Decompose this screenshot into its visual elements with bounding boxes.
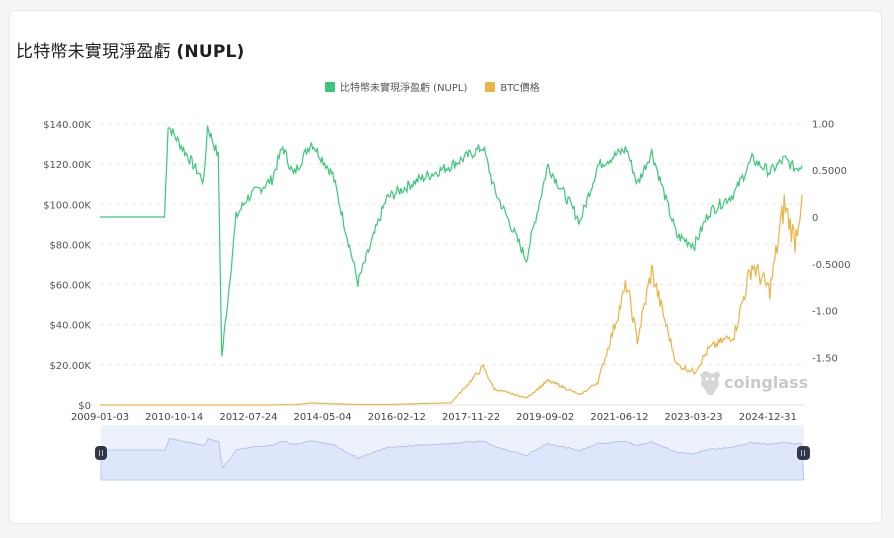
zoom-slider[interactable] bbox=[95, 425, 810, 481]
y-left-tick-label: $120.00K bbox=[43, 160, 91, 171]
x-tick-label: 2023-03-23 bbox=[665, 412, 723, 423]
zoom-right-handle[interactable] bbox=[797, 446, 810, 460]
grid-lines bbox=[100, 123, 805, 406]
legend-item-nupl[interactable]: 比特幣未實現淨盈虧 (NUPL) bbox=[325, 79, 467, 94]
legend-item-btc-price[interactable]: BTC價格 bbox=[485, 79, 540, 94]
zoom-slider-preview bbox=[100, 437, 805, 481]
legend-label-btc-price: BTC價格 bbox=[500, 83, 540, 94]
zoom-left-handle[interactable] bbox=[95, 446, 107, 460]
y-left-tick-label: $100.00K bbox=[43, 200, 91, 211]
y-right-tick-label: 0 bbox=[812, 213, 818, 224]
watermark: coinglass bbox=[700, 371, 808, 395]
chart-title: 比特幣未實現淨盈虧 (NUPL) bbox=[16, 37, 245, 62]
x-tick-label: 2010-10-14 bbox=[145, 412, 203, 423]
y-right-tick-label: -1.00 bbox=[812, 307, 838, 318]
x-tick-label: 2012-07-24 bbox=[219, 412, 277, 423]
x-tick-label: 2014-05-04 bbox=[294, 412, 352, 423]
chart-title-text: 比特幣未實現淨盈虧 bbox=[16, 42, 171, 62]
y-left-tick-label: $40.00K bbox=[49, 321, 91, 332]
y-right-tick-label: -1.50 bbox=[812, 353, 838, 364]
y-left-tick-label: $0 bbox=[78, 401, 91, 412]
chart-title-suffix: (NUPL) bbox=[176, 42, 245, 62]
x-tick-label: 2009-01-03 bbox=[71, 412, 129, 423]
x-tick-label: 2016-02-12 bbox=[368, 412, 426, 423]
x-tick-label: 2021-06-12 bbox=[590, 412, 648, 423]
x-axis: 2009-01-03 2010-10-14 2012-07-24 2014-05-04… bbox=[71, 412, 797, 423]
legend-swatch-btc-price bbox=[485, 81, 496, 92]
y-left-tick-label: $80.00K bbox=[49, 240, 91, 251]
btc-price-line[interactable] bbox=[100, 194, 803, 406]
y-left-tick-label: $60.00K bbox=[49, 281, 91, 292]
legend-swatch-nupl bbox=[325, 81, 335, 92]
y-axis-right: 1.00 0.5000 0 -0.5000 -1.00 -1.50 bbox=[812, 119, 851, 364]
y-axis-left: $140.00K $120.00K $100.00K $80.00K $60.00K $4… bbox=[43, 120, 91, 412]
y-right-tick-label: 0.5000 bbox=[812, 166, 847, 177]
x-tick-label: 2024-12-31 bbox=[739, 412, 797, 423]
y-left-tick-label: $140.00K bbox=[43, 120, 91, 131]
coinglass-logo-icon bbox=[700, 371, 720, 395]
watermark-text: coinglass bbox=[724, 373, 808, 392]
x-tick-label: 2017-11-22 bbox=[442, 412, 500, 423]
legend-label-nupl: 比特幣未實現淨盈虧 (NUPL) bbox=[340, 83, 468, 94]
y-right-tick-label: -0.5000 bbox=[812, 260, 851, 271]
y-right-tick-label: 1.00 bbox=[812, 119, 834, 130]
nupl-line[interactable] bbox=[100, 125, 803, 357]
x-tick-label: 2019-09-02 bbox=[516, 412, 574, 423]
chart-legend: 比特幣未實現淨盈虧 (NUPL) BTC價格 bbox=[325, 79, 540, 94]
y-left-tick-label: $20.00K bbox=[49, 361, 91, 372]
